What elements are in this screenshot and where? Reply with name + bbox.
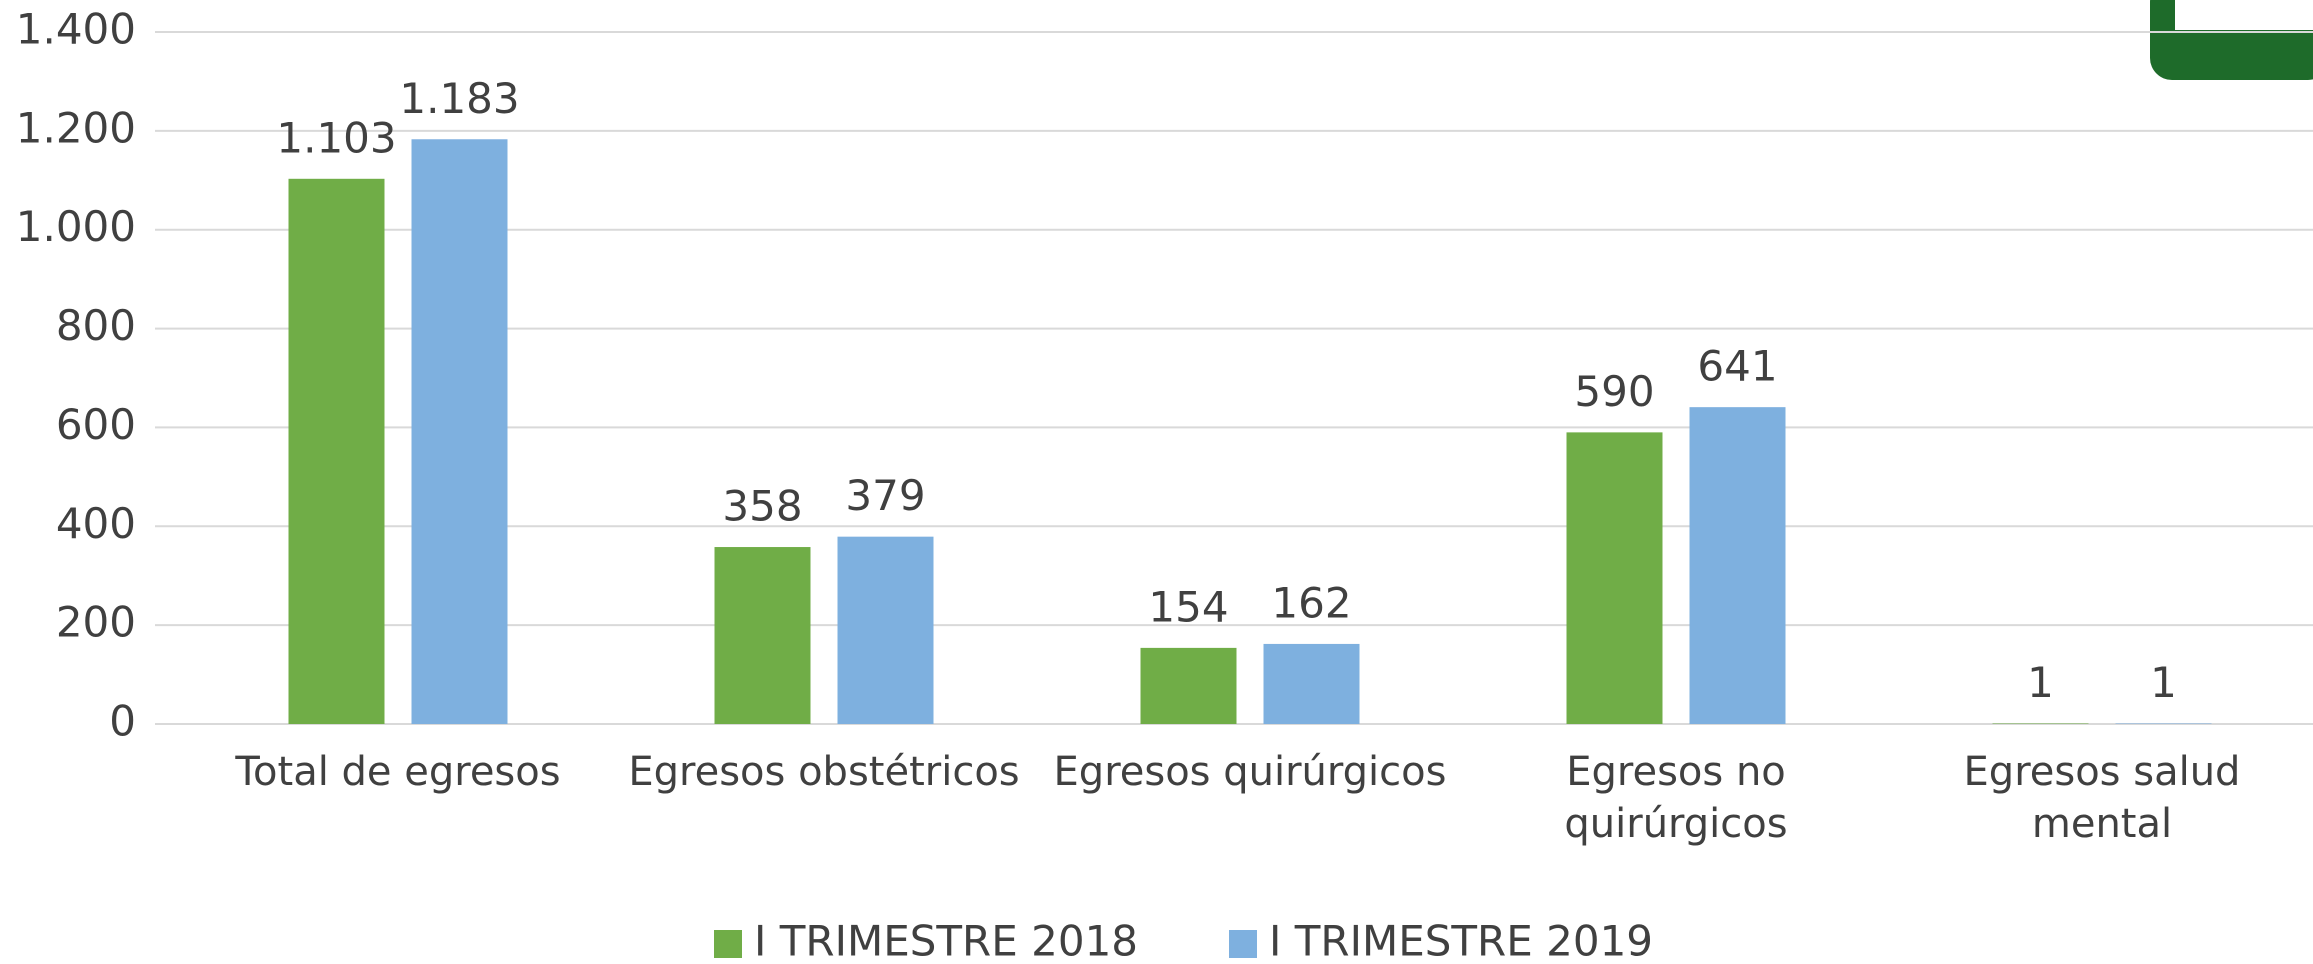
x-tick-label-box: Egresos quirúrgicos [1053,749,1447,795]
x-tick-label-box: Egresos salud mental [1963,749,2241,847]
y-tick-label: 800 [56,301,136,350]
y-tick-label: 0 [109,697,136,746]
y-tick-label: 600 [56,400,136,449]
bar [837,536,934,724]
x-tick-label: Egresos obstétricos [628,749,1020,795]
value-label: 590 [1574,367,1654,416]
value-label: 641 [1697,342,1777,391]
y-tick-label: 1.400 [16,5,136,54]
value-label: 1.103 [276,113,396,162]
x-tick-label: Egresos salud mental [1963,749,2241,847]
legend-swatch [1229,930,1257,958]
bar [1140,647,1237,724]
value-label: 1.183 [399,74,519,123]
bar [288,178,385,724]
value-label: 379 [845,471,925,520]
y-tick-label: 400 [56,499,136,548]
value-label: 162 [1271,578,1351,627]
x-tick-label-box: Egresos no quirúrgicos [1564,749,1788,847]
bar [714,547,811,724]
bar [1689,407,1786,724]
x-tick-label: Egresos no quirúrgicos [1564,749,1788,847]
logo [2150,0,2313,80]
x-tick-label-box: Total de egresos [235,749,561,795]
value-label: 1 [2150,658,2177,707]
y-tick-label: 1.000 [16,202,136,251]
value-label: 1 [2027,658,2054,707]
x-tick-label: Egresos quirúrgicos [1053,749,1447,795]
x-tick-label-box: Egresos obstétricos [628,749,1020,795]
y-tick-label: 200 [56,598,136,647]
bar [1566,432,1663,724]
legend-label: I TRIMESTRE 2019 [1269,917,1653,964]
bar [411,139,508,724]
y-tick-label: 1.200 [16,103,136,152]
legend-label: I TRIMESTRE 2018 [754,917,1138,964]
value-label: 358 [722,482,802,531]
legend-swatch [714,930,742,958]
x-tick-label: Total de egresos [235,749,561,795]
value-label: 154 [1148,582,1228,631]
bar [1263,643,1360,724]
